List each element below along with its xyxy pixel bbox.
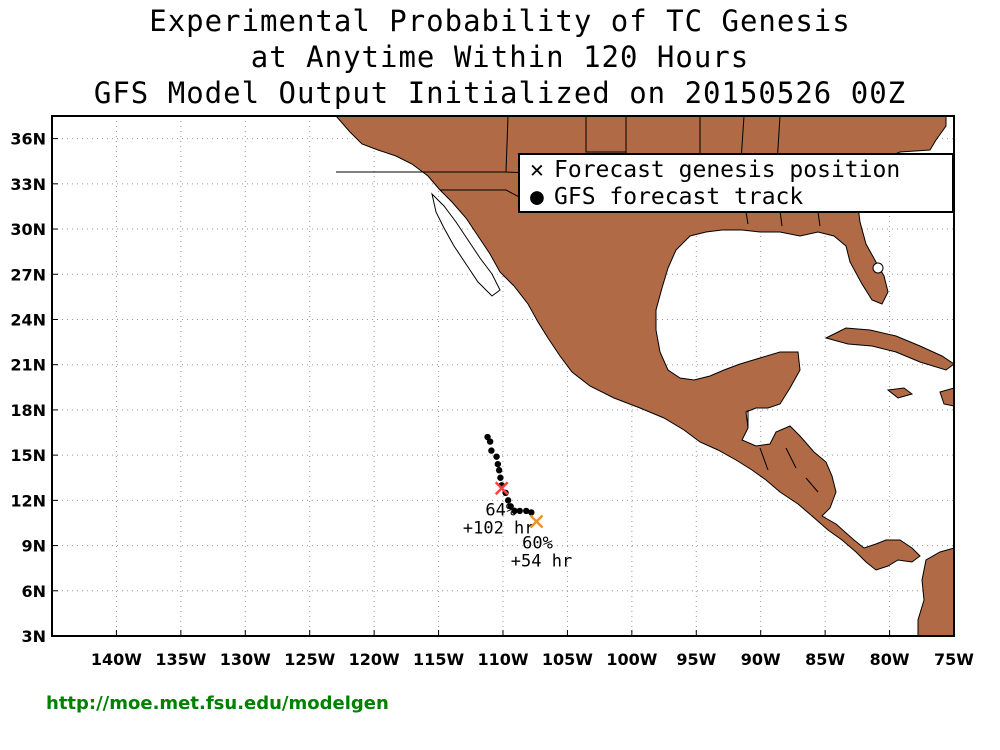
track-point bbox=[522, 507, 530, 515]
lat-tick-label: 33N bbox=[10, 175, 46, 194]
legend-box: ✕ Forecast genesis position ● GFS foreca… bbox=[518, 153, 954, 213]
gulf-of-california bbox=[431, 192, 501, 297]
lon-tick-label: 135W bbox=[155, 650, 206, 669]
genesis-time-label: +102 hr bbox=[463, 518, 535, 538]
lake-okeechobee bbox=[872, 262, 884, 274]
genesis-probability-label: 64% bbox=[485, 500, 516, 520]
lon-tick-label: 85W bbox=[805, 650, 845, 669]
lat-tick-label: 12N bbox=[10, 491, 46, 510]
title-line-3: GFS Model Output Initialized on 20150526… bbox=[93, 76, 907, 110]
lon-tick-label: 115W bbox=[413, 650, 464, 669]
plot-frame bbox=[51, 115, 955, 637]
lon-tick-label: 140W bbox=[91, 650, 142, 669]
lat-tick-label: 15N bbox=[10, 446, 46, 465]
lat-tick-label: 36N bbox=[10, 130, 46, 149]
axis-ticks: 140W 135W 130W 125W 120W 115W 110W 105W 100W 95W 9… bbox=[10, 130, 974, 669]
track-point bbox=[495, 467, 503, 474]
lat-tick-label: 27N bbox=[10, 265, 46, 284]
north-america-land bbox=[334, 115, 947, 571]
jamaica-land bbox=[886, 387, 914, 399]
track-point bbox=[493, 453, 500, 460]
dot-marker-icon: ● bbox=[530, 184, 544, 210]
lon-tick-label: 75W bbox=[934, 650, 974, 669]
legend-row-genesis: ✕ Forecast genesis position bbox=[530, 157, 952, 184]
genesis-x-marker bbox=[529, 514, 544, 529]
legend-track-label: GFS forecast track bbox=[554, 184, 804, 210]
lon-tick-label: 105W bbox=[542, 650, 593, 669]
genesis-time-label: +54 hr bbox=[511, 551, 572, 571]
source-url[interactable]: http://moe.met.fsu.edu/modelgen bbox=[46, 693, 389, 714]
land-masses bbox=[334, 115, 955, 637]
lat-tick-label: 3N bbox=[21, 627, 46, 646]
lat-tick-label: 24N bbox=[10, 310, 46, 329]
track-point bbox=[511, 507, 518, 515]
lat-tick-label: 9N bbox=[21, 537, 46, 556]
lon-tick-label: 90W bbox=[741, 650, 781, 669]
lon-tick-label: 100W bbox=[606, 650, 657, 669]
track-point bbox=[507, 503, 514, 510]
lon-tick-label: 120W bbox=[349, 650, 400, 669]
track-point bbox=[494, 460, 502, 468]
track-point bbox=[516, 507, 523, 515]
lon-tick-label: 125W bbox=[284, 650, 335, 669]
lon-tick-label: 110W bbox=[477, 650, 528, 669]
lat-tick-label: 6N bbox=[21, 582, 46, 601]
lat-tick-label: 30N bbox=[10, 220, 46, 239]
forecast-track bbox=[484, 433, 535, 516]
track-point bbox=[488, 447, 495, 454]
track-point bbox=[504, 497, 512, 504]
track-point bbox=[486, 438, 494, 445]
track-point bbox=[497, 474, 504, 481]
legend-row-track: ● GFS forecast track bbox=[530, 184, 952, 211]
lon-tick-label: 130W bbox=[220, 650, 271, 669]
genesis-probability-label: 60% bbox=[522, 533, 553, 553]
title-line-2: at Anytime Within 120 Hours bbox=[250, 40, 750, 74]
lon-tick-label: 80W bbox=[870, 650, 910, 669]
x-marker-icon: ✕ bbox=[530, 157, 544, 183]
lat-tick-label: 18N bbox=[10, 401, 46, 420]
legend-genesis-label: Forecast genesis position bbox=[554, 157, 901, 183]
genesis-x-marker bbox=[494, 481, 509, 496]
title-line-1: Experimental Probability of TC Genesis bbox=[149, 4, 851, 38]
lat-tick-label: 21N bbox=[10, 356, 46, 375]
lon-tick-label: 95W bbox=[676, 650, 716, 669]
track-point bbox=[528, 509, 535, 516]
